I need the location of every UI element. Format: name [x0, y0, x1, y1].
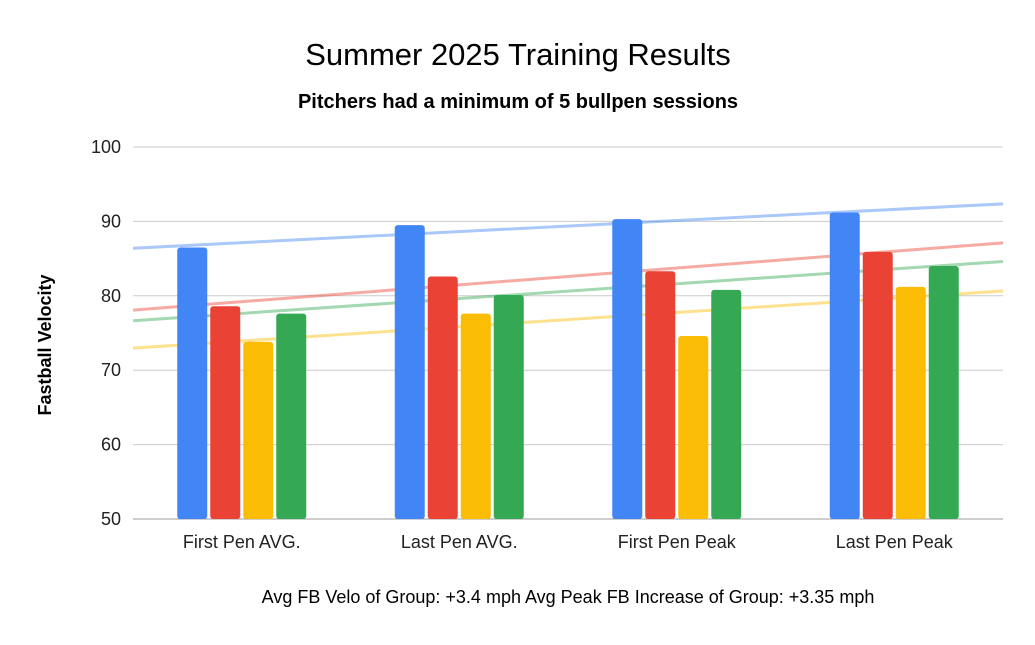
bar [460, 313, 491, 519]
trendline [132, 202, 1004, 250]
x-tick-label: Last Pen AVG. [401, 532, 518, 552]
bar [645, 271, 676, 519]
x-tick-label: Last Pen Peak [836, 532, 954, 552]
bar [177, 247, 208, 519]
bar [928, 266, 959, 519]
bar [493, 295, 524, 519]
x-tick-label: First Pen AVG. [183, 532, 301, 552]
y-tick-label: 50 [101, 509, 121, 529]
bar [862, 251, 893, 520]
chart-title: Summer 2025 Training Results [305, 37, 731, 72]
bar [829, 212, 860, 520]
bar [711, 289, 742, 519]
y-tick-label: 70 [101, 360, 121, 380]
y-tick-label: 80 [101, 286, 121, 306]
chart-footnote: Avg FB Velo of Group: +3.4 mph Avg Peak … [262, 587, 875, 607]
bar [276, 313, 307, 519]
y-tick-label: 100 [91, 137, 121, 157]
bar [243, 341, 274, 519]
bar [678, 335, 709, 519]
bar [895, 286, 926, 519]
bar [394, 225, 425, 519]
bar [427, 276, 458, 519]
y-axis-label: Fastball Velocity [35, 274, 55, 415]
x-tick-label: First Pen Peak [618, 532, 737, 552]
bar [210, 306, 241, 519]
y-tick-label: 90 [101, 211, 121, 231]
bar [612, 219, 643, 519]
y-tick-label: 60 [101, 435, 121, 455]
chart-subtitle: Pitchers had a minimum of 5 bullpen sess… [298, 91, 738, 113]
